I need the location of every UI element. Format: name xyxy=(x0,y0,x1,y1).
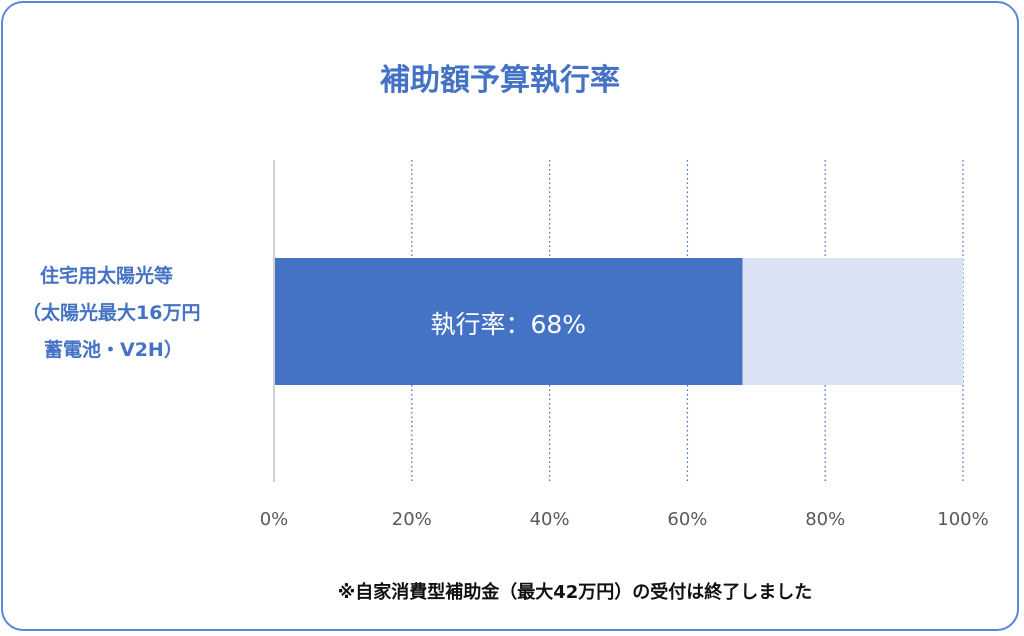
data-label: 執行率：68% xyxy=(430,310,586,339)
x-tick-label: 60% xyxy=(667,509,707,530)
x-tick-label: 40% xyxy=(530,509,570,530)
category-label: 住宅用太陽光等 （太陽光最大16万円 蓄電池・V2H） xyxy=(10,258,260,369)
x-tick-label: 80% xyxy=(805,509,845,530)
chart-title: 補助額予算執行率 xyxy=(380,63,620,98)
bar-segment xyxy=(742,258,963,385)
x-tick-label: 20% xyxy=(392,509,432,530)
bar-segment xyxy=(274,258,743,385)
footnote: ※自家消費型補助金（最大42万円）の受付は終了しました xyxy=(337,582,813,603)
category-label-line: 蓄電池・V2H） xyxy=(44,339,183,361)
x-tick-label: 100% xyxy=(937,509,988,530)
category-label-line: 住宅用太陽光等 xyxy=(40,265,174,287)
x-tick-label: 0% xyxy=(260,509,289,530)
category-label-line: （太陽光最大16万円 xyxy=(22,302,201,324)
